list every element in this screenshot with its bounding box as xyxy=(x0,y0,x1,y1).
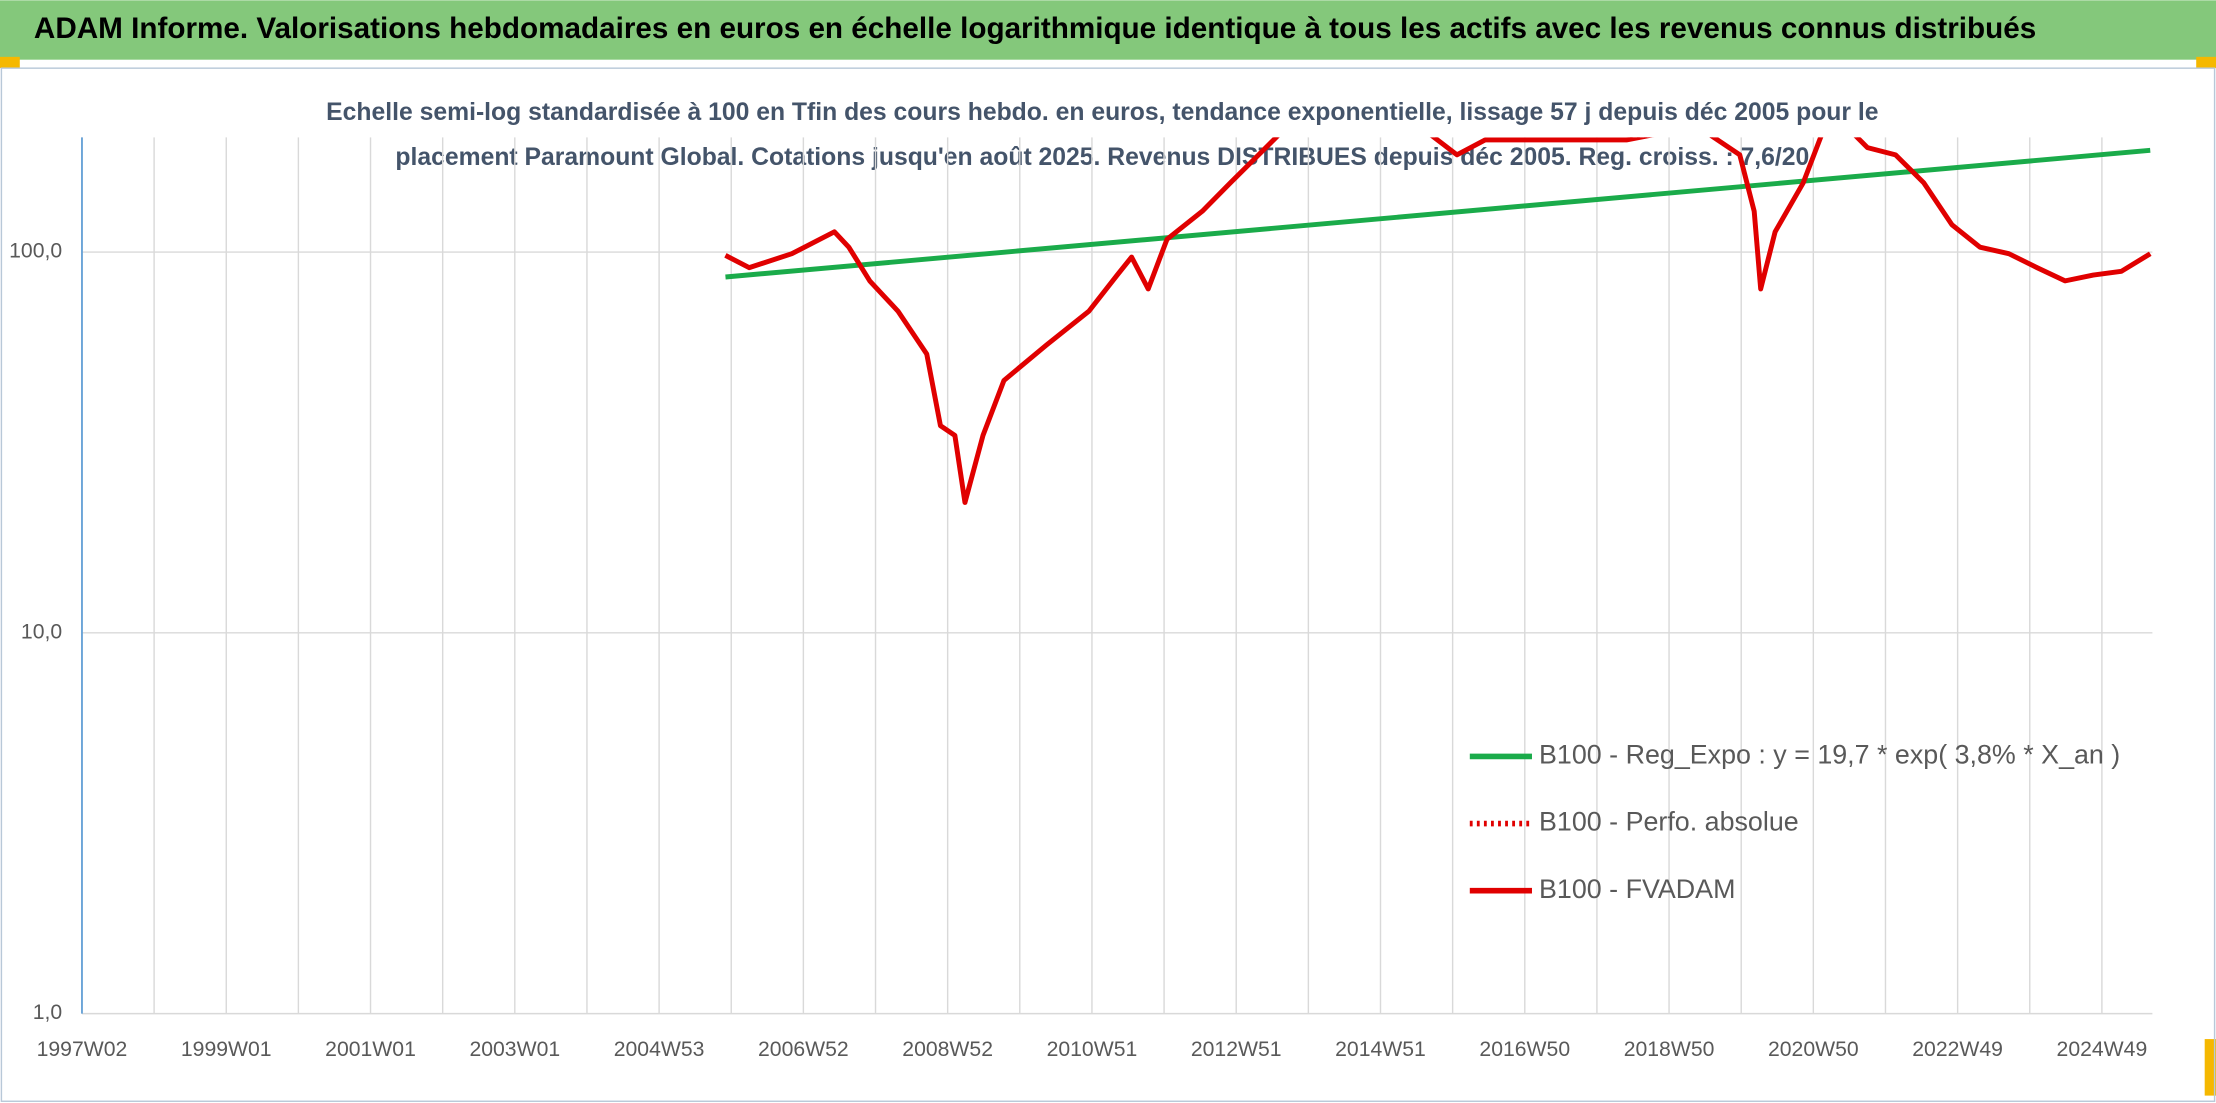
x-tick-label: 2018W50 xyxy=(1624,1038,1715,1061)
y-tick-label: 10,0 xyxy=(21,620,62,643)
series-line xyxy=(724,137,2152,505)
legend-label: B100 - FVADAM xyxy=(1539,874,1735,904)
chart-title: ADAM Informe. Valorisations hebdomadaire… xyxy=(34,12,2036,45)
x-tick-label: 2012W51 xyxy=(1191,1038,1282,1061)
plot-area xyxy=(724,137,2152,505)
y-tick-label: 100,0 xyxy=(9,240,62,263)
x-tick-label: 2004W53 xyxy=(614,1038,705,1061)
x-tick-label: 2022W49 xyxy=(1912,1038,2003,1061)
legend-label: B100 - Reg_Expo : y = 19,7 * exp( 3,8% *… xyxy=(1539,740,2120,770)
x-tick-label: 2003W01 xyxy=(469,1038,560,1061)
title-bar xyxy=(0,0,2216,60)
x-tick-label: 1999W01 xyxy=(181,1038,272,1061)
x-tick-label: 2008W52 xyxy=(902,1038,993,1061)
x-tick-label: 2020W50 xyxy=(1768,1038,1859,1061)
corner-mark xyxy=(2196,56,2216,69)
y-tick-label: 1,0 xyxy=(33,1001,62,1024)
x-tick-label: 2010W51 xyxy=(1047,1038,1138,1061)
x-tick-label: 1997W02 xyxy=(37,1038,128,1061)
x-tick-label: 2024W49 xyxy=(2057,1038,2148,1061)
frame xyxy=(0,67,2216,1102)
legend-label: B100 - Perfo. absolue xyxy=(1539,807,1799,837)
x-tick-label: 2014W51 xyxy=(1335,1038,1426,1061)
x-tick-label: 2016W50 xyxy=(1479,1038,1570,1061)
subtitle: placement Paramount Global. Cotations ju… xyxy=(395,144,1809,171)
corner-mark xyxy=(0,56,20,69)
subtitle: Echelle semi-log standardisée à 100 en T… xyxy=(326,99,1878,126)
legend: B100 - Reg_Expo : y = 19,7 * exp( 3,8% *… xyxy=(1469,740,2120,904)
x-tick-label: 2001W01 xyxy=(325,1038,416,1061)
corner-mark xyxy=(2204,1039,2216,1096)
x-tick-label: 2006W52 xyxy=(758,1038,849,1061)
